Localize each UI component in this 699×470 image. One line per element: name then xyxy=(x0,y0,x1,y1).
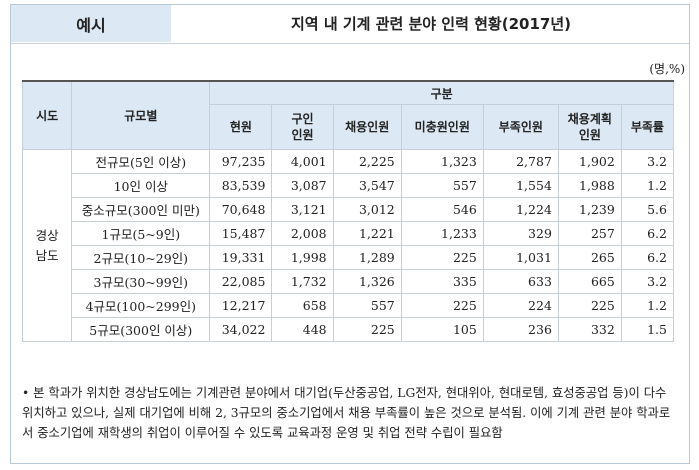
scale-cell: 4규모(100~299인) xyxy=(71,293,211,318)
value-cell: 1,233 xyxy=(400,221,484,246)
table-title: 지역 내 기계 관련 분야 인력 현황(2017년) xyxy=(291,15,571,33)
value-cell: 557 xyxy=(332,293,402,318)
value-cell: 4,001 xyxy=(271,149,334,174)
analysis-note: • 본 학과가 위치한 경상남도에는 기계관련 분야에서 대기업(두산중공업, … xyxy=(22,386,671,440)
workforce-table: 시도 규모별 구분 현원 구인 인원 채용인원 미충원인원 부족인원 채용계획 인원 부족률… xyxy=(21,80,675,342)
column-header: 부족인원 xyxy=(482,104,559,150)
value-cell: 97,235 xyxy=(209,149,273,174)
value-cell: 2,225 xyxy=(332,149,402,174)
value-cell: 1,902 xyxy=(557,149,622,174)
header-region: 시도 xyxy=(21,80,73,150)
value-cell: 1,239 xyxy=(557,197,622,222)
value-cell: 1.2 xyxy=(620,293,675,318)
value-cell: 265 xyxy=(557,245,622,270)
scale-cell: 중소규모(300인 미만) xyxy=(71,197,211,222)
scale-cell: 3규모(30~99인) xyxy=(71,269,211,294)
table-row: 중소규모(300인 미만) 70,648 3,121 3,012 546 1,224 1,2… xyxy=(23,197,675,222)
table-body: 경상 남도 전규모(5인 이상) 97,235 4,001 2,225 1,323 2,78… xyxy=(21,149,675,342)
table-row: 5규모(300인 이상) 34,022 448 225 105 236 332 1.5 xyxy=(23,317,675,342)
value-cell: 3,547 xyxy=(332,173,402,198)
value-cell: 224 xyxy=(482,293,559,318)
value-cell: 329 xyxy=(482,221,559,246)
value-cell: 546 xyxy=(400,197,484,222)
column-header: 채용인원 xyxy=(332,104,402,150)
value-cell: 1,289 xyxy=(332,245,402,270)
example-box: 예시 지역 내 기계 관련 분야 인력 현황(2017년) xyxy=(10,4,690,464)
header-scale: 규모별 xyxy=(71,80,211,150)
value-cell: 335 xyxy=(400,269,484,294)
example-tag: 예시 xyxy=(11,5,171,42)
value-cell: 1,554 xyxy=(482,173,559,198)
value-cell: 236 xyxy=(482,317,559,342)
value-cell: 3,121 xyxy=(271,197,334,222)
column-header: 부족률 xyxy=(620,104,675,150)
value-cell: 225 xyxy=(332,317,402,342)
column-header: 채용계획 인원 xyxy=(557,104,622,150)
table-row: 10인 이상 83,539 3,087 3,547 557 1,554 1,988 1.2 xyxy=(23,173,675,198)
value-cell: 1,732 xyxy=(271,269,334,294)
column-header: 현원 xyxy=(209,104,273,150)
value-cell: 3,087 xyxy=(271,173,334,198)
value-cell: 1,224 xyxy=(482,197,559,222)
value-cell: 105 xyxy=(400,317,484,342)
value-cell: 34,022 xyxy=(209,317,273,342)
value-cell: 1.2 xyxy=(620,173,675,198)
value-cell: 3,012 xyxy=(332,197,402,222)
value-cell: 448 xyxy=(271,317,334,342)
unit-label: (명,%) xyxy=(649,62,685,76)
value-cell: 633 xyxy=(482,269,559,294)
value-cell: 1,988 xyxy=(557,173,622,198)
table-row: 경상 남도 전규모(5인 이상) 97,235 4,001 2,225 1,323 2,78… xyxy=(21,149,675,342)
value-cell: 225 xyxy=(557,293,622,318)
value-cell: 6.2 xyxy=(620,221,675,246)
scale-cell: 5규모(300인 이상) xyxy=(71,317,211,342)
scale-cell: 1규모(5~9인) xyxy=(71,221,211,246)
value-cell: 1,323 xyxy=(400,149,484,174)
value-cell: 557 xyxy=(400,173,484,198)
value-cell: 332 xyxy=(557,317,622,342)
scale-cell: 2규모(10~29인) xyxy=(71,245,211,270)
table-row: 1규모(5~9인) 15,487 2,008 1,221 1,233 329 257 6.2 xyxy=(23,221,675,246)
region-cell: 경상 남도 xyxy=(21,149,73,342)
value-cell: 1,326 xyxy=(332,269,402,294)
value-cell: 665 xyxy=(557,269,622,294)
value-cell: 225 xyxy=(400,293,484,318)
table-row: 2규모(10~29인) 19,331 1,998 1,289 225 1,031 265 6.… xyxy=(23,245,675,270)
value-cell: 5.6 xyxy=(620,197,675,222)
column-header: 구인 인원 xyxy=(271,104,334,150)
value-cell: 257 xyxy=(557,221,622,246)
value-cell: 2,008 xyxy=(271,221,334,246)
value-cell: 658 xyxy=(271,293,334,318)
value-cell: 1,031 xyxy=(482,245,559,270)
header-group: 구분 xyxy=(209,80,674,105)
value-cell: 2,787 xyxy=(482,149,559,174)
value-cell: 1,998 xyxy=(271,245,334,270)
value-cell: 1.5 xyxy=(620,317,675,342)
value-cell: 3.2 xyxy=(620,149,675,174)
value-cell: 6.2 xyxy=(620,245,675,270)
value-cell: 225 xyxy=(400,245,484,270)
value-cell: 3.2 xyxy=(620,269,675,294)
example-header: 예시 지역 내 기계 관련 분야 인력 현황(2017년) xyxy=(11,5,689,44)
value-cell: 12,217 xyxy=(209,293,273,318)
column-header-row: 현원 구인 인원 채용인원 미충원인원 부족인원 채용계획 인원 부족률 xyxy=(23,104,675,150)
scale-cell: 전규모(5인 이상) xyxy=(71,149,211,174)
value-cell: 1,221 xyxy=(332,221,402,246)
value-cell: 83,539 xyxy=(209,173,273,198)
column-header: 미충원인원 xyxy=(400,104,484,150)
value-cell: 70,648 xyxy=(209,197,273,222)
value-cell: 15,487 xyxy=(209,221,273,246)
table-row: 4규모(100~299인) 12,217 658 557 225 224 225 1.2 xyxy=(23,293,675,318)
table-row: 3규모(30~99인) 22,085 1,732 1,326 335 633 665 3.2 xyxy=(23,269,675,294)
value-cell: 22,085 xyxy=(209,269,273,294)
value-cell: 19,331 xyxy=(209,245,273,270)
scale-cell: 10인 이상 xyxy=(71,173,211,198)
